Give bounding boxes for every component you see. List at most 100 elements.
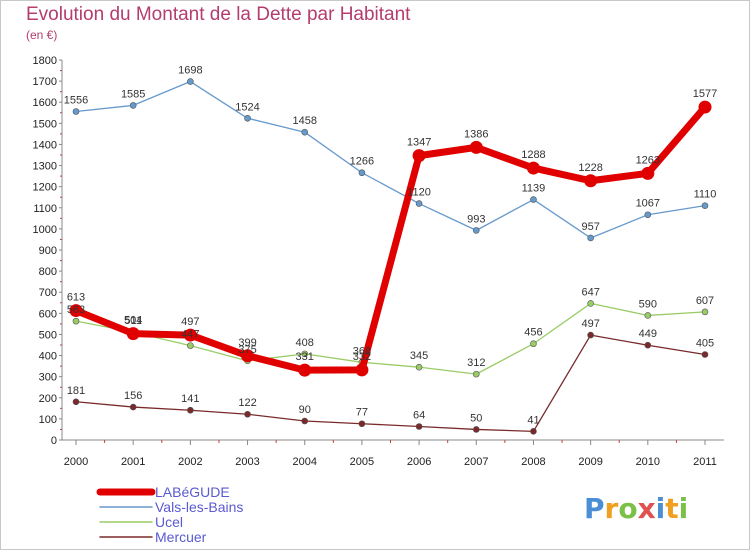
data-point bbox=[469, 140, 483, 154]
data-point bbox=[355, 363, 369, 377]
chart-title: Evolution du Montant de la Dette par Hab… bbox=[26, 4, 411, 25]
data-point bbox=[72, 108, 80, 115]
data-label: 90 bbox=[299, 404, 311, 416]
data-label: 122 bbox=[238, 397, 256, 409]
y-tick-label: 400 bbox=[39, 351, 57, 363]
y-tick-label: 0 bbox=[51, 435, 57, 447]
y-tick-label: 1400 bbox=[33, 139, 57, 151]
data-label: 511 bbox=[124, 315, 142, 327]
data-point bbox=[244, 114, 251, 122]
x-tick-label: 2004 bbox=[292, 456, 316, 468]
data-label: 375 bbox=[238, 344, 256, 356]
x-tick-label: 2006 bbox=[407, 456, 431, 468]
data-label: 408 bbox=[296, 337, 314, 349]
data-label: 141 bbox=[181, 393, 199, 405]
data-label: 607 bbox=[696, 295, 714, 307]
data-point bbox=[298, 363, 312, 377]
data-label: 590 bbox=[639, 298, 657, 310]
chart-subtitle: (en €) bbox=[26, 28, 58, 42]
data-point bbox=[587, 300, 594, 307]
data-label: 405 bbox=[696, 338, 714, 350]
y-tick-label: 1000 bbox=[33, 224, 57, 236]
data-label: 1386 bbox=[464, 128, 488, 140]
x-tick-label: 2005 bbox=[350, 456, 374, 468]
y-tick-label: 1600 bbox=[33, 97, 57, 109]
data-label: 77 bbox=[356, 407, 368, 419]
data-label: 613 bbox=[67, 292, 85, 304]
data-label: 1120 bbox=[407, 187, 431, 199]
data-point bbox=[412, 149, 426, 163]
series-line-ucel bbox=[75, 302, 706, 375]
data-point bbox=[301, 417, 309, 425]
data-point bbox=[584, 174, 598, 188]
data-label: 1110 bbox=[694, 189, 717, 201]
data-label: 156 bbox=[124, 390, 142, 402]
data-label: 332 bbox=[353, 351, 371, 363]
data-label: 456 bbox=[524, 327, 542, 339]
data-point bbox=[530, 340, 537, 348]
data-point bbox=[72, 398, 80, 406]
data-label: 1347 bbox=[407, 137, 431, 149]
data-point bbox=[72, 317, 80, 325]
y-tick-label: 700 bbox=[39, 287, 57, 299]
data-point bbox=[129, 102, 137, 109]
x-tick-label: 2010 bbox=[636, 456, 660, 468]
y-tick-label: 500 bbox=[39, 329, 57, 341]
data-label: 399 bbox=[238, 337, 256, 349]
y-tick-label: 1500 bbox=[33, 118, 57, 130]
data-point bbox=[526, 161, 540, 175]
data-label: 1585 bbox=[121, 88, 145, 100]
legend-label: Vals-les-Bains bbox=[155, 499, 243, 515]
data-point bbox=[301, 128, 309, 136]
data-point bbox=[587, 331, 594, 339]
logo-letter: x bbox=[638, 492, 656, 525]
data-label: 447 bbox=[181, 329, 199, 341]
data-label: 345 bbox=[410, 350, 428, 362]
data-label: 647 bbox=[581, 286, 599, 298]
data-label: 1228 bbox=[578, 162, 602, 174]
series-line-vals-les-bains bbox=[75, 80, 706, 239]
y-tick-label: 1800 bbox=[33, 55, 57, 67]
data-label: 563 bbox=[67, 304, 85, 316]
logo-letter: i bbox=[656, 492, 666, 525]
x-tick-label: 2008 bbox=[521, 456, 545, 468]
data-point bbox=[301, 350, 309, 358]
x-tick-label: 2003 bbox=[235, 456, 259, 468]
data-label: 1139 bbox=[522, 183, 546, 195]
x-tick-label: 2002 bbox=[178, 456, 202, 468]
logo-letter: i bbox=[679, 492, 689, 525]
series-layer bbox=[69, 78, 712, 435]
proxiti-logo: Proxiti bbox=[584, 492, 688, 525]
data-label: 497 bbox=[581, 318, 599, 330]
data-label: 1577 bbox=[693, 88, 717, 100]
y-tick-label: 600 bbox=[39, 308, 57, 320]
legend-label: Ucel bbox=[155, 514, 183, 530]
data-label: 331 bbox=[296, 351, 314, 363]
data-point bbox=[530, 428, 537, 435]
y-tick-label: 1100 bbox=[33, 203, 57, 215]
data-label: 957 bbox=[581, 221, 599, 233]
data-point bbox=[69, 304, 83, 318]
y-tick-label: 300 bbox=[39, 372, 57, 384]
data-label: 1458 bbox=[292, 115, 316, 127]
data-point bbox=[641, 166, 655, 180]
y-tick-label: 1700 bbox=[33, 76, 57, 88]
data-label: 1556 bbox=[64, 95, 88, 107]
data-point bbox=[129, 403, 137, 411]
data-point bbox=[698, 100, 712, 114]
y-tick-label: 200 bbox=[39, 393, 57, 405]
y-tick-label: 100 bbox=[39, 414, 57, 426]
data-point bbox=[472, 426, 480, 433]
data-point bbox=[415, 200, 423, 207]
data-label: 1288 bbox=[521, 149, 545, 161]
data-point bbox=[187, 78, 194, 85]
data-point bbox=[358, 420, 366, 428]
data-point bbox=[126, 327, 140, 341]
chart-axes: 0 100 200 300 400 500 600 700 800 900 1000 1100 1200… bbox=[33, 55, 724, 468]
data-point bbox=[187, 342, 194, 349]
data-label: 181 bbox=[67, 385, 85, 397]
data-point bbox=[358, 169, 366, 177]
